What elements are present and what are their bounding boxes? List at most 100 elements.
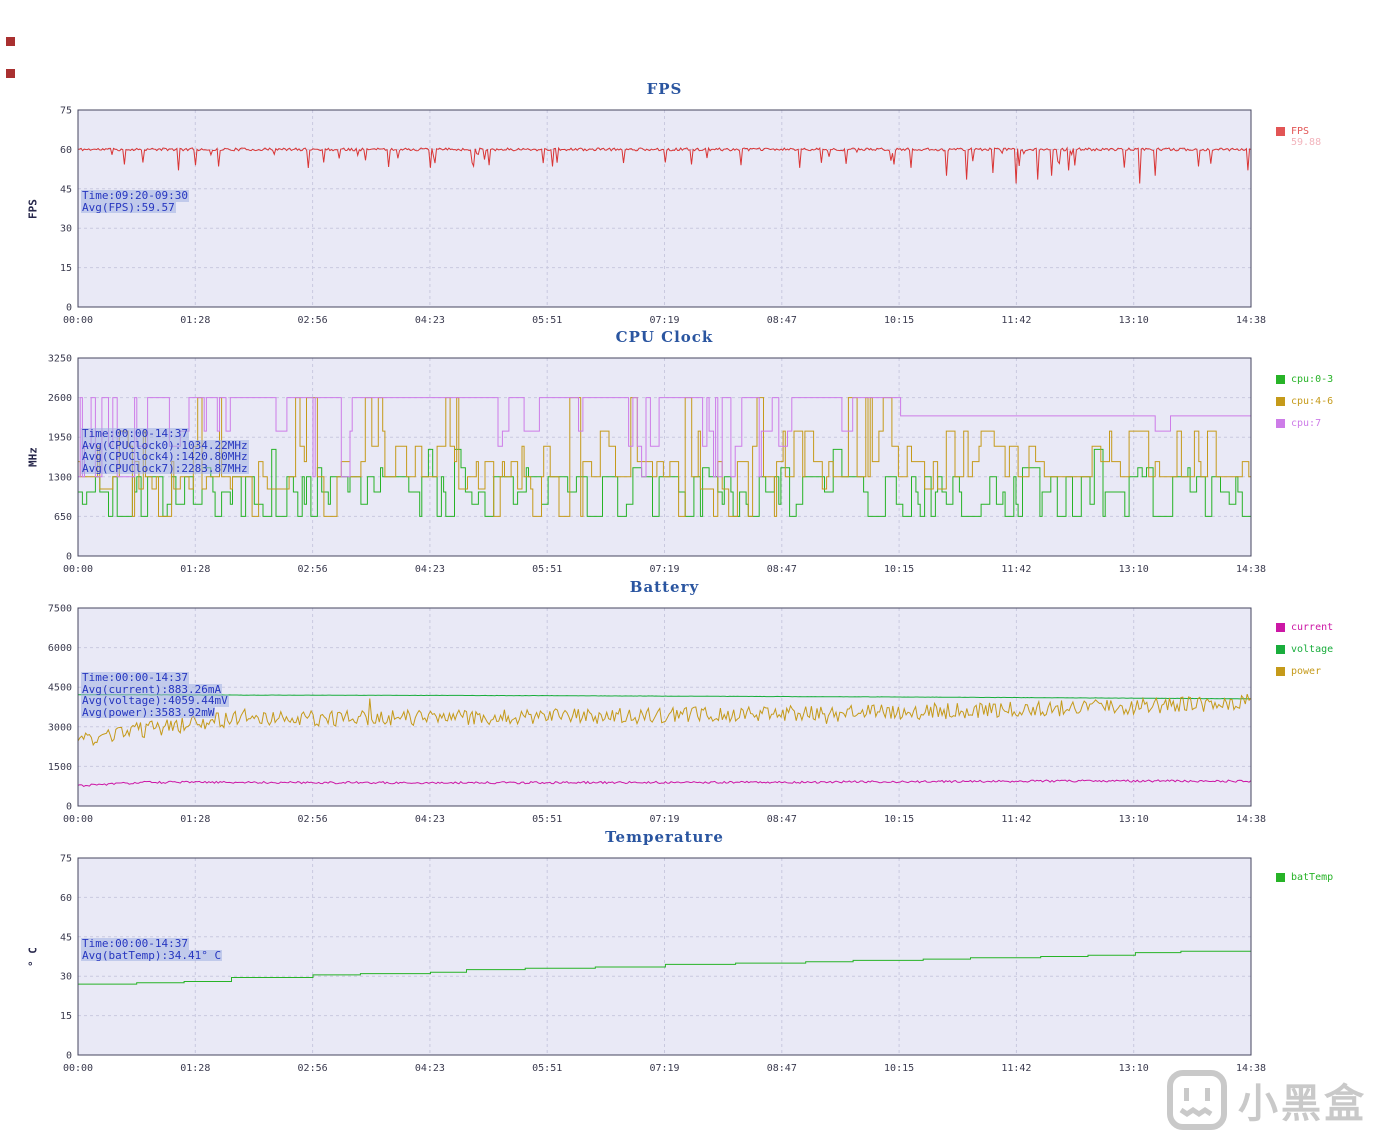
series-line-cpu-4-6[interactable] <box>78 397 1251 517</box>
x-tick-label: 00:00 <box>63 564 93 575</box>
x-tick-label: 01:28 <box>180 814 210 825</box>
temperature-legend: batTemp <box>1276 866 1333 888</box>
x-tick-label: 11:42 <box>1001 564 1031 575</box>
fps-legend: FPS 59.88 <box>1276 120 1321 148</box>
y-tick-label: 60 <box>60 145 72 156</box>
legend-item-batTemp[interactable]: batTemp <box>1276 866 1333 888</box>
y-tick-label: 1300 <box>48 472 72 483</box>
x-tick-label: 04:23 <box>415 1063 445 1074</box>
temperature-annotation: Time:00:00-14:37 Avg(batTemp):34.41° C <box>81 937 223 962</box>
annotation-line: Avg(current):883.26mA <box>81 682 223 696</box>
y-tick-label: 2600 <box>48 393 72 404</box>
legend-swatch-icon <box>1276 396 1285 406</box>
annotation-line: Avg(CPUClock4):1420.80MHz <box>81 450 249 463</box>
series-line-voltage[interactable] <box>77 694 1252 700</box>
y-tick-label: 650 <box>54 512 72 523</box>
series-line-cpu-7[interactable] <box>78 397 1251 478</box>
annotation-line: Avg(batTemp):34.41° C <box>81 948 223 962</box>
battery-annotation: Time:00:00-14:37 Avg(current):883.26mA Avg… <box>81 672 229 718</box>
legend-swatch-icon <box>1276 644 1285 654</box>
x-tick-label: 08:47 <box>767 564 797 575</box>
chart-title-temperature: Temperature <box>605 828 724 846</box>
battery-legend: current voltage power <box>1276 616 1333 682</box>
x-tick-label: 05:51 <box>532 1063 562 1074</box>
legend-label: cpu:4-6 <box>1291 395 1334 407</box>
legend-label: batTemp <box>1291 871 1334 883</box>
y-tick-label: 75 <box>60 106 72 117</box>
x-tick-label: 02:56 <box>298 814 328 825</box>
x-tick-label: 01:28 <box>180 1063 210 1074</box>
chart-title-cpu-clock: CPU Clock <box>615 328 714 346</box>
x-tick-label: 13:10 <box>1119 564 1149 575</box>
series-line-batTemp[interactable] <box>78 950 1251 985</box>
x-tick-label: 07:19 <box>649 564 679 575</box>
battery-chart-plot[interactable]: 0 1500 3000 4500 6000 7500 00:00 01:28 02:56 04:2… <box>0 600 1320 836</box>
legend-item-cpu-0-3[interactable]: cpu:0-3 <box>1276 368 1333 390</box>
y-tick-label: 45 <box>60 184 72 195</box>
y-tick-label: 0 <box>66 1051 72 1062</box>
y-tick-label: 3250 <box>48 354 72 365</box>
x-tick-label: 05:51 <box>532 564 562 575</box>
y-tick-label: 0 <box>66 802 72 813</box>
series-line-power[interactable] <box>77 693 1252 747</box>
x-tick-label: 14:38 <box>1236 564 1266 575</box>
cpu-clock-chart-plot[interactable]: 0 650 1300 1950 2600 3250 00:00 01:28 02:56 04:23… <box>0 350 1320 586</box>
legend-swatch-icon <box>1276 872 1285 882</box>
x-tick-label: 10:15 <box>884 1063 914 1074</box>
x-tick-label: 08:47 <box>767 1063 797 1074</box>
corner-marker-icon <box>6 69 15 78</box>
x-tick-label: 11:42 <box>1001 814 1031 825</box>
x-tick-label: 04:23 <box>415 564 445 575</box>
x-tick-label: 05:51 <box>532 315 562 326</box>
legend-item-FPS[interactable]: FPS <box>1276 120 1321 142</box>
legend-label: current <box>1291 621 1334 633</box>
legend-label: power <box>1291 665 1322 677</box>
x-tick-label: 14:38 <box>1236 1063 1266 1074</box>
x-tick-label: 13:10 <box>1119 1063 1149 1074</box>
legend-item-cpu-4-6[interactable]: cpu:4-6 <box>1276 390 1333 412</box>
legend-label: cpu:7 <box>1291 417 1322 429</box>
y-tick-label: 15 <box>60 1011 72 1022</box>
fps-chart-plot[interactable]: 0 15 30 45 60 75 00:00 01:28 02:56 04:23 05:51 07:1… <box>0 102 1320 337</box>
series-line-FPS[interactable] <box>77 146 1252 184</box>
y-tick-label: 30 <box>60 224 72 235</box>
temperature-chart-plot[interactable]: 0 15 30 45 60 75 00:00 01:28 02:56 04:23 05:51 07:1… <box>0 850 1320 1085</box>
legend-item-power[interactable]: power <box>1276 660 1333 682</box>
plot-border <box>77 857 1252 1056</box>
y-tick-label: 1950 <box>48 433 72 444</box>
y-tick-label: 3000 <box>48 722 72 733</box>
x-tick-label: 00:00 <box>63 315 93 326</box>
annotation-line: Avg(FPS):59.57 <box>81 200 176 214</box>
y-tick-label: 15 <box>60 263 72 274</box>
x-tick-label: 08:47 <box>767 315 797 326</box>
fps-annotation: Time:09:20-09:30 Avg(FPS):59.57 <box>81 190 189 213</box>
legend-swatch-icon <box>1276 126 1285 136</box>
x-tick-label: 00:00 <box>63 814 93 825</box>
plot-border <box>77 109 1252 308</box>
series-line-current[interactable] <box>77 779 1252 787</box>
x-tick-label: 07:19 <box>649 315 679 326</box>
chart-title-fps: FPS <box>646 80 683 98</box>
legend-label: cpu:0-3 <box>1291 373 1334 385</box>
x-tick-label: 02:56 <box>298 315 328 326</box>
legend-item-current[interactable]: current <box>1276 616 1333 638</box>
x-tick-label: 08:47 <box>767 814 797 825</box>
x-tick-label: 01:28 <box>180 564 210 575</box>
plot-border <box>77 607 1252 807</box>
y-tick-label: 6000 <box>48 643 72 654</box>
x-tick-label: 07:19 <box>649 814 679 825</box>
watermark: 小黑盒 <box>1166 1069 1367 1131</box>
x-tick-label: 01:28 <box>180 315 210 326</box>
annotation-line: Time:00:00-14:37 <box>81 937 189 950</box>
legend-item-cpu-7[interactable]: cpu:7 <box>1276 412 1333 434</box>
annotation-line: Time:00:00-14:37 <box>81 671 189 684</box>
legend-item-voltage[interactable]: voltage <box>1276 638 1333 660</box>
annotation-line: Avg(CPUClock7):2283.87MHz <box>81 461 249 475</box>
x-tick-label: 04:23 <box>415 315 445 326</box>
annotation-line: Avg(power):3583.92mW <box>81 705 216 719</box>
corner-marker-icon <box>6 37 15 46</box>
legend-swatch-icon <box>1276 666 1285 676</box>
x-tick-label: 14:38 <box>1236 315 1266 326</box>
y-tick-label: 1500 <box>48 762 72 773</box>
y-tick-label: 45 <box>60 932 72 943</box>
